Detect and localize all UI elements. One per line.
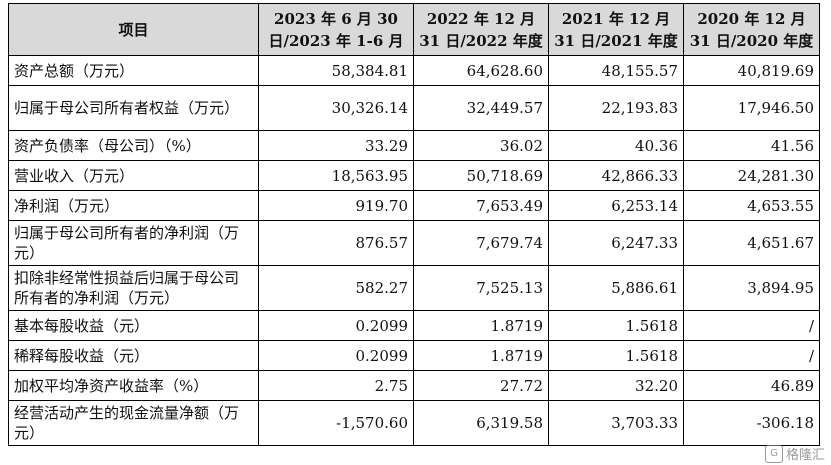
financial-summary-table: 项目 2023 年 6 月 30 日/2023 年 1-6 月 2022 年 1… [8, 3, 820, 446]
row-label: 归属于母公司所有者的净利润（万元） [8, 220, 259, 266]
row-value: 30,326.14 [258, 85, 414, 131]
row-value: 919.70 [258, 190, 414, 221]
table-row: 基本每股收益（元） 0.2099 1.8719 1.5618/ [8, 310, 820, 341]
row-value: 1.5618 [548, 310, 684, 341]
row-value: 33.29 [258, 130, 414, 161]
row-value: 1.8719 [413, 310, 549, 341]
table-row: 净利润（万元） 919.70 7,653.49 6,253.14 4,653.55 [8, 190, 820, 221]
header-2023h1: 2023 年 6 月 30 日/2023 年 1-6 月 [258, 3, 414, 56]
row-label: 扣除非经常性损益后归属于母公司所有者的净利润（万元） [8, 265, 259, 311]
row-value: 1.5618 [548, 340, 684, 371]
row-value: 18,563.95 [258, 160, 414, 191]
row-value: 6,253.14 [548, 190, 684, 221]
header-2021: 2021 年 12 月 31 日/2021 年度 [548, 3, 684, 56]
row-value: / [683, 340, 820, 371]
row-value: 6,247.33 [548, 220, 684, 266]
row-label: 稀释每股收益（元） [8, 340, 259, 371]
row-value: 17,946.50 [683, 85, 820, 131]
header-row: 项目 2023 年 6 月 30 日/2023 年 1-6 月 2022 年 1… [8, 3, 820, 56]
watermark-text: 格隆汇 [785, 448, 825, 463]
row-value: 0.2099 [258, 340, 414, 371]
table-row: 资产负债率（母公司）（%） 33.29 36.02 40.36 41.56 [8, 130, 820, 161]
table-row: 扣除非经常性损益后归属于母公司所有者的净利润（万元） 582.27 7,525.13… [8, 265, 820, 311]
gelonghui-logo-icon: G [764, 444, 783, 463]
header-2020: 2020 年 12 月 31 日/2020 年度 [683, 3, 820, 56]
row-value: 7,653.49 [413, 190, 549, 221]
row-value: 58,384.81 [258, 55, 414, 86]
table-row: 归属于母公司所有者权益（万元） 30,326.14 32,449.57 22,193.… [8, 85, 820, 131]
row-value: 7,679.74 [413, 220, 549, 266]
row-value: 0.2099 [258, 310, 414, 341]
row-value: 24,281.30 [683, 160, 820, 191]
row-value: 22,193.83 [548, 85, 684, 131]
row-label: 资产负债率（母公司）（%） [8, 130, 259, 161]
table-row: 营业收入（万元） 18,563.95 50,718.69 42,866.33 24,28… [8, 160, 820, 191]
row-value: 7,525.13 [413, 265, 549, 311]
row-value: 50,718.69 [413, 160, 549, 191]
row-value: 40,819.69 [683, 55, 820, 86]
row-value: 64,628.60 [413, 55, 549, 86]
row-value: / [683, 310, 820, 341]
row-value: 582.27 [258, 265, 414, 311]
row-label: 净利润（万元） [8, 190, 259, 221]
row-value: 36.02 [413, 130, 549, 161]
header-2022: 2022 年 12 月 31 日/2022 年度 [413, 3, 549, 56]
row-value: 46.89 [683, 370, 820, 401]
row-value: 27.72 [413, 370, 549, 401]
row-label: 营业收入（万元） [8, 160, 259, 191]
table-row: 资产总额（万元） 58,384.81 64,628.60 48,155.57 40,81… [8, 55, 820, 86]
table-row: 归属于母公司所有者的净利润（万元） 876.57 7,679.74 6,247.33 4… [8, 220, 820, 266]
row-value: 32.20 [548, 370, 684, 401]
row-label: 加权平均净资产收益率（%） [8, 370, 259, 401]
row-value: 40.36 [548, 130, 684, 161]
row-value: 5,886.61 [548, 265, 684, 311]
row-value: 3,894.95 [683, 265, 820, 311]
row-value: 2.75 [258, 370, 414, 401]
row-value: 1.8719 [413, 340, 549, 371]
row-value: 4,653.55 [683, 190, 820, 221]
row-value: 3,703.33 [548, 400, 684, 446]
financial-table-container: 项目 2023 年 6 月 30 日/2023 年 1-6 月 2022 年 1… [8, 3, 820, 446]
row-value: 48,155.57 [548, 55, 684, 86]
row-label: 资产总额（万元） [8, 55, 259, 86]
row-value: -306.18 [683, 400, 820, 446]
row-value: 876.57 [258, 220, 414, 266]
row-label: 归属于母公司所有者权益（万元） [8, 85, 259, 131]
row-label: 基本每股收益（元） [8, 310, 259, 341]
row-value: 41.56 [683, 130, 820, 161]
row-label: 经营活动产生的现金流量净额（万元） [8, 400, 259, 446]
row-value: -1,570.60 [258, 400, 414, 446]
row-value: 6,319.58 [413, 400, 549, 446]
row-value: 32,449.57 [413, 85, 549, 131]
table-row: 经营活动产生的现金流量净额（万元） -1,570.60 6,319.58 3,703.… [8, 400, 820, 446]
table-row: 稀释每股收益（元） 0.2099 1.8719 1.5618/ [8, 340, 820, 371]
table-row: 加权平均净资产收益率（%） 2.75 27.72 32.20 46.89 [8, 370, 820, 401]
watermark: G 格隆汇 [764, 444, 825, 463]
header-item: 项目 [8, 3, 259, 56]
row-value: 4,651.67 [683, 220, 820, 266]
row-value: 42,866.33 [548, 160, 684, 191]
